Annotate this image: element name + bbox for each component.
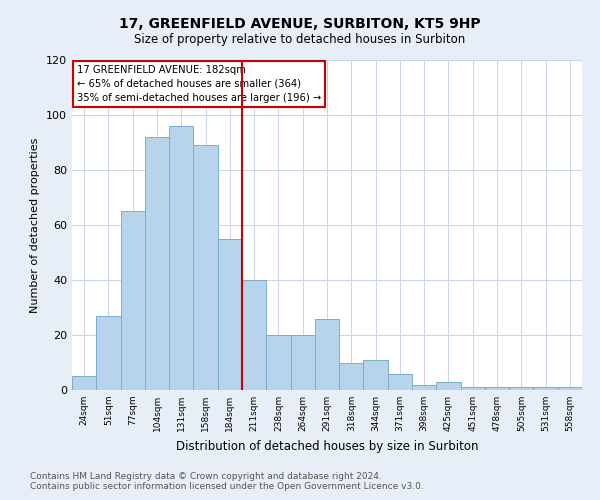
Bar (436, 382, 461, 390)
Bar (412, 384, 436, 390)
Bar (364, 360, 388, 390)
Bar (533, 387, 558, 390)
X-axis label: Distribution of detached houses by size in Surbiton: Distribution of detached houses by size … (176, 440, 478, 452)
Bar (461, 387, 485, 390)
Text: Size of property relative to detached houses in Surbiton: Size of property relative to detached ho… (134, 32, 466, 46)
Bar (290, 335, 315, 390)
Bar (193, 145, 218, 390)
Text: Contains HM Land Registry data © Crown copyright and database right 2024.: Contains HM Land Registry data © Crown c… (30, 472, 382, 481)
Bar (558, 387, 582, 390)
Bar (485, 387, 509, 390)
Bar (509, 387, 533, 390)
Bar (388, 374, 412, 390)
Text: 17 GREENFIELD AVENUE: 182sqm
← 65% of detached houses are smaller (364)
35% of s: 17 GREENFIELD AVENUE: 182sqm ← 65% of de… (77, 65, 322, 103)
Bar (145, 137, 169, 390)
Bar (72, 376, 96, 390)
Bar (266, 335, 290, 390)
Bar (96, 316, 121, 390)
Bar (121, 211, 145, 390)
Y-axis label: Number of detached properties: Number of detached properties (31, 138, 40, 312)
Text: 17, GREENFIELD AVENUE, SURBITON, KT5 9HP: 17, GREENFIELD AVENUE, SURBITON, KT5 9HP (119, 18, 481, 32)
Bar (169, 126, 193, 390)
Bar (218, 239, 242, 390)
Bar (339, 362, 364, 390)
Text: Contains public sector information licensed under the Open Government Licence v3: Contains public sector information licen… (30, 482, 424, 491)
Bar (242, 280, 266, 390)
Bar (315, 318, 339, 390)
